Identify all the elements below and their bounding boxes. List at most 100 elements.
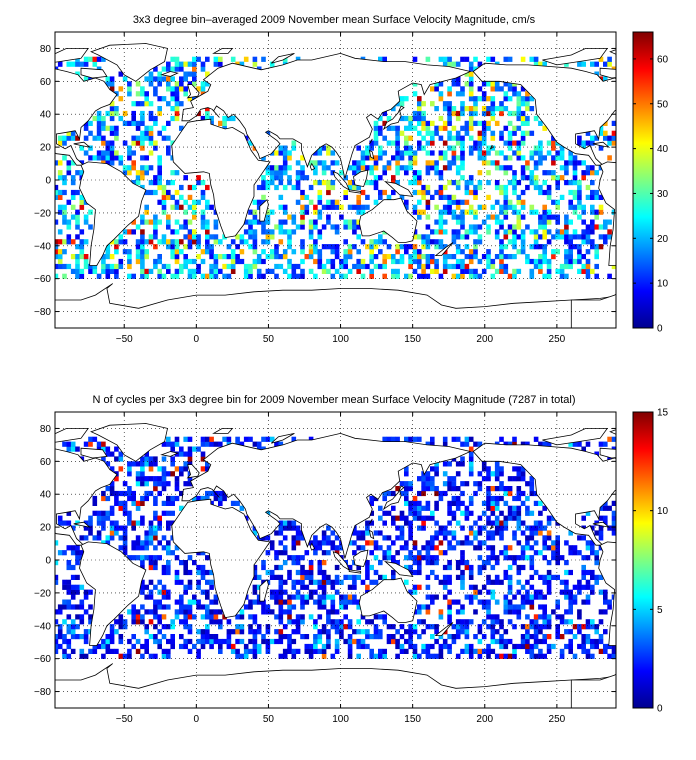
landmass-outline [681,452,696,457]
data-cell [417,604,422,610]
data-cell [451,229,457,235]
data-cell [373,160,379,166]
data-cell [438,653,444,659]
data-cell [265,648,271,654]
data-cell [174,495,180,502]
data-cell [369,619,374,625]
data-cell [360,189,366,196]
data-cell [265,638,271,645]
data-cell [66,510,72,516]
data-cell [105,515,111,521]
data-cell [166,560,171,566]
data-cell [148,589,154,595]
data-cell [590,584,595,590]
data-cell [252,574,258,580]
data-cell [200,115,206,122]
data-cell [494,515,500,521]
data-cell [295,263,301,270]
data-cell [386,165,392,171]
data-cell [200,86,206,92]
data-cell [451,214,457,220]
data-cell [538,574,543,580]
data-cell [75,209,80,215]
data-cell [75,614,80,620]
data-cell [412,170,418,176]
data-cell [568,638,573,645]
data-cell [265,239,271,245]
data-cell [442,101,448,107]
data-cell [157,515,162,521]
data-cell [603,76,608,82]
data-cell [252,569,258,576]
data-cell [153,263,158,270]
data-cell [594,574,599,580]
data-cell [572,599,578,605]
data-cell [287,525,292,531]
data-cell [304,209,310,215]
data-cell [291,555,297,561]
data-cell [434,486,439,492]
data-cell [170,456,175,462]
data-cell [455,81,461,87]
data-cell [114,249,119,255]
data-cell [183,466,188,472]
data-cell [170,239,175,245]
data-cell [308,540,314,546]
data-cell [83,254,89,260]
data-cell [468,540,474,546]
data-cell [516,125,522,131]
data-cell [230,629,236,635]
data-cell [118,634,124,640]
data-cell [101,515,106,521]
data-cell [140,229,145,235]
data-cell [187,481,193,487]
data-cell [222,273,227,279]
data-cell [196,564,201,571]
data-cell [568,599,573,605]
data-cell [529,490,535,497]
data-cell [79,604,85,610]
data-cell [213,594,219,600]
data-cell [438,115,444,122]
data-cell [581,170,586,176]
data-cell [75,224,80,230]
data-cell [55,254,59,260]
data-cell [174,569,180,576]
data-cell [304,634,310,640]
data-cell [369,520,374,526]
data-cell [343,594,348,600]
data-cell [205,81,210,87]
data-cell [317,594,323,600]
data-cell [205,555,210,561]
data-cell [477,258,483,265]
data-cell [486,106,491,112]
data-cell [317,648,323,654]
data-cell [386,638,392,645]
data-cell [356,249,361,255]
data-cell [421,244,426,250]
data-cell [55,184,59,191]
data-cell [213,234,219,240]
data-cell [261,258,266,265]
data-cell [105,140,111,146]
data-cell [70,550,76,556]
data-cell [525,579,530,585]
data-cell [421,145,426,151]
data-cell [55,244,59,250]
data-cell [308,219,314,225]
data-cell [356,604,361,610]
data-cell [75,263,80,270]
data-cell [118,490,124,497]
data-cell [356,184,361,191]
data-cell [442,263,448,270]
data-cell [507,619,513,625]
data-cell [451,273,457,279]
data-cell [356,160,361,166]
data-cell [356,535,361,541]
data-cell [546,520,552,526]
data-cell [421,520,426,526]
data-cell [516,525,522,531]
data-cell [326,638,331,645]
data-cell [468,76,474,82]
data-cell [183,589,188,595]
